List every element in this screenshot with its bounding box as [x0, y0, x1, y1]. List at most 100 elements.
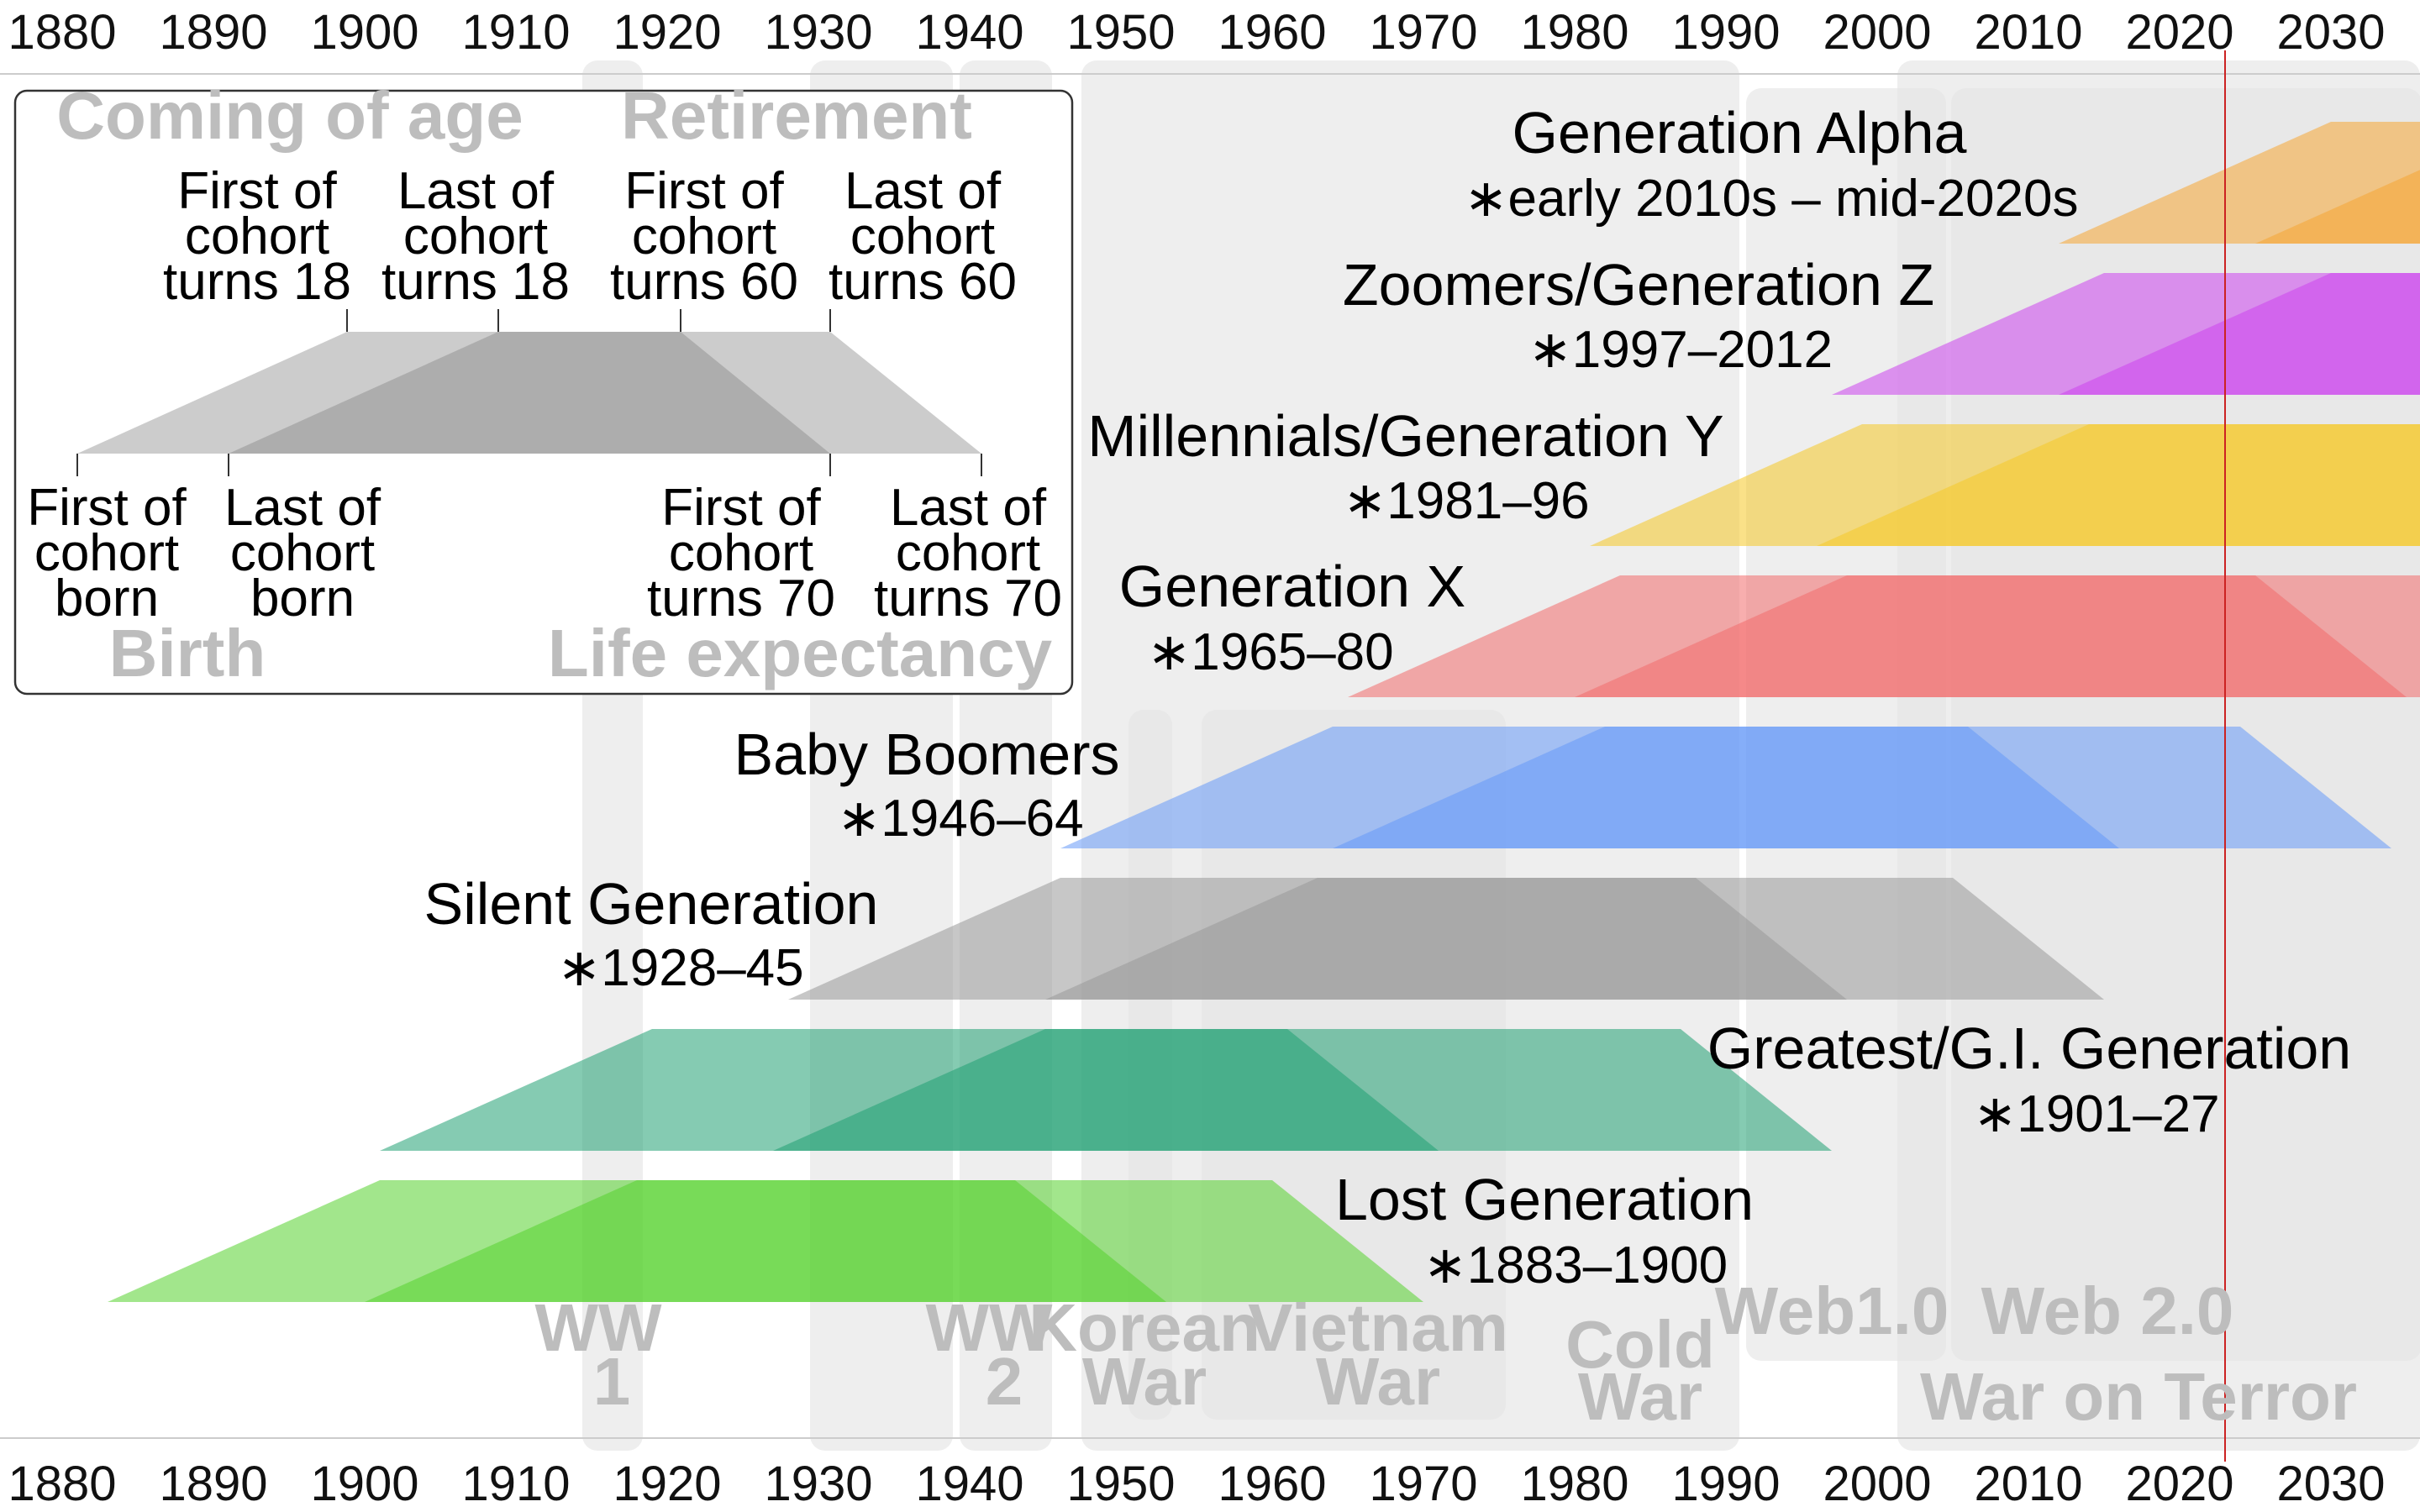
legend-first-turns-60: cohort [632, 207, 776, 265]
event-label: War on Terror [1920, 1359, 2357, 1434]
top-tick-label: 2000 [1823, 5, 1931, 60]
generation-band-core [773, 1029, 1439, 1151]
generation-band-core [365, 1180, 1166, 1302]
top-tick-label: 1960 [1218, 5, 1326, 60]
legend-first-turns-18: turns 18 [163, 253, 351, 311]
bottom-tick-label: 1880 [8, 1457, 116, 1511]
generation-band [2059, 122, 2420, 244]
top-tick-label: 1940 [915, 5, 1023, 60]
legend-first-turns-70: First of [661, 479, 821, 537]
generation-bands [108, 122, 2420, 1302]
legend-last-born: Last of [224, 479, 381, 537]
top-tick-label: 2020 [2125, 5, 2233, 60]
bottom-tick-label: 1970 [1369, 1457, 1477, 1511]
bottom-tick-label: 1980 [1520, 1457, 1628, 1511]
legend-last-turns-60: Last of [844, 162, 1002, 220]
top-tick-label: 1890 [159, 5, 267, 60]
event-label: Web1.0 [1715, 1273, 1949, 1348]
legend-first-turns-60: First of [624, 162, 784, 220]
legend-box: Coming of age Retirement Birth Life expecta… [13, 78, 1074, 696]
legend-last-turns-60: turns 60 [829, 253, 1017, 311]
event-band [1951, 88, 2420, 1361]
legend-last-turns-60: cohort [850, 207, 995, 265]
generation-years: ∗1997–2012 [1528, 321, 1833, 379]
legend-last-born: born [250, 570, 355, 627]
bottom-tick-label: 1930 [764, 1457, 872, 1511]
generation-band [108, 1180, 1423, 1302]
top-tick-label: 1980 [1520, 5, 1628, 60]
generation-band-core [1575, 575, 2407, 697]
generation-name: Greatest/G.I. Generation [1707, 1016, 2351, 1081]
event-label: Korean [1028, 1290, 1260, 1365]
bottom-tick-label: 1920 [613, 1457, 721, 1511]
top-tick-label: 1950 [1066, 5, 1175, 60]
top-tick-label: 2010 [1974, 5, 2082, 60]
legend-last-born: cohort [230, 524, 375, 582]
legend-birth: Birth [109, 616, 266, 690]
generation-years: ∗1946–64 [837, 790, 1083, 848]
event-label: 1 [593, 1344, 631, 1419]
top-tick-label: 1990 [1671, 5, 1780, 60]
bottom-tick-label: 2000 [1823, 1457, 1931, 1511]
bottom-tick-label: 2010 [1974, 1457, 2082, 1511]
generation-band [1590, 424, 2420, 546]
bottom-tick-label: 1990 [1671, 1457, 1780, 1511]
top-tick-label: 1920 [613, 5, 721, 60]
event-label: Cold [1565, 1307, 1715, 1382]
generation-years: ∗early 2010s – mid-2020s [1465, 170, 2079, 228]
axes: 1880 1880 1890 1890 1900 1900 1910 1910 1920 1920… [0, 5, 2420, 1511]
generation-band [1348, 575, 2420, 697]
bottom-tick-label: 1940 [915, 1457, 1023, 1511]
generation-name: Zoomers/Generation Z [1343, 252, 1934, 318]
event-label: WW [925, 1290, 1053, 1365]
event-label: 2 [986, 1344, 1023, 1419]
legend-first-turns-60: turns 60 [610, 253, 798, 311]
generation-name: Generation Alpha [1512, 100, 1967, 165]
legend-last-turns-70: cohort [896, 524, 1040, 582]
generation-name: Baby Boomers [734, 722, 1119, 787]
legend-first-turns-70: turns 70 [647, 570, 835, 627]
generation-years: ∗1901–27 [1973, 1085, 2219, 1143]
legend-last-turns-70: Last of [890, 479, 1047, 537]
generation-years: ∗1965–80 [1147, 623, 1393, 681]
top-tick-label: 1880 [8, 5, 116, 60]
legend-first-turns-18: First of [177, 162, 337, 220]
event-label: Web 2.0 [1981, 1273, 2234, 1348]
top-tick-label: 1970 [1369, 5, 1477, 60]
legend-last-turns-70: turns 70 [874, 570, 1062, 627]
legend-first-turns-70: cohort [669, 524, 813, 582]
bottom-tick-label: 2030 [2276, 1457, 2385, 1511]
top-tick-label: 2030 [2276, 5, 2385, 60]
legend-band-core [229, 332, 830, 454]
event-label: War [1082, 1344, 1207, 1419]
bottom-tick-label: 1910 [461, 1457, 570, 1511]
legend-first-turns-18: cohort [185, 207, 329, 265]
bottom-tick-label: 2020 [2125, 1457, 2233, 1511]
top-tick-label: 1930 [764, 5, 872, 60]
generation-band-core [1333, 727, 2119, 848]
top-tick-label: 1900 [310, 5, 418, 60]
generation-name: Millennials/Generation Y [1087, 403, 1723, 469]
generation-band-core [1045, 878, 1847, 1000]
generation-band [1832, 273, 2420, 395]
generation-labels: Generation Alpha∗early 2010s – mid-2020s… [424, 100, 2352, 1294]
legend-last-turns-18: Last of [397, 162, 555, 220]
legend-last-turns-18: turns 18 [381, 253, 570, 311]
event-label: Vietnam [1248, 1290, 1508, 1365]
generation-band-core [2059, 273, 2420, 395]
generation-years: ∗1981–96 [1343, 472, 1589, 530]
event-band [1746, 88, 1946, 1361]
generation-band [380, 1029, 1832, 1151]
legend-first-born: cohort [34, 524, 179, 582]
bottom-tick-label: 1960 [1218, 1457, 1326, 1511]
event-label: WW [534, 1290, 662, 1365]
generation-name: Generation X [1119, 554, 1465, 619]
bottom-tick-label: 1890 [159, 1457, 267, 1511]
bottom-tick-label: 1900 [310, 1457, 418, 1511]
legend-last-turns-18: cohort [403, 207, 548, 265]
generation-name: Silent Generation [424, 871, 879, 937]
event-label: War [1316, 1344, 1440, 1419]
generation-band-core [1817, 424, 2420, 546]
event-label: War [1578, 1359, 1702, 1434]
